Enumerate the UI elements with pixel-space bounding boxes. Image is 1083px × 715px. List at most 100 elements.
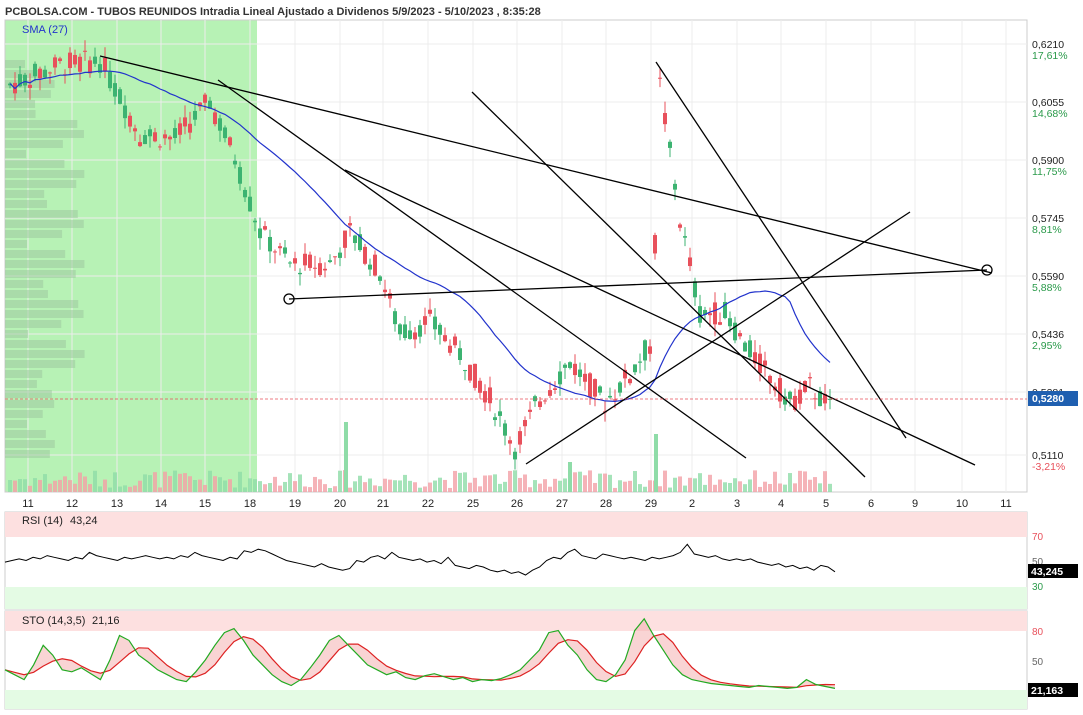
x-tick-label: 18 <box>244 498 256 510</box>
volume-bar <box>393 480 397 492</box>
volume-bar <box>233 487 237 492</box>
volume-bar <box>648 480 652 492</box>
candle-body <box>203 94 207 103</box>
candle-body <box>573 363 577 376</box>
volume-bar <box>358 475 362 492</box>
volume-bar <box>493 474 497 492</box>
candle-body <box>608 395 612 398</box>
candle-body <box>333 256 337 258</box>
volume-bar <box>553 478 557 492</box>
volume-profile-bar <box>5 220 84 228</box>
candle-body <box>663 113 667 125</box>
candle-body <box>678 224 682 228</box>
volume-bar <box>38 479 42 492</box>
volume-bar <box>658 486 662 492</box>
candle-body <box>33 63 37 77</box>
candle-body <box>158 146 162 148</box>
volume-bar <box>373 485 377 492</box>
volume-bar <box>88 484 92 492</box>
candle-body <box>288 262 292 264</box>
candle-body <box>208 100 212 109</box>
volume-profile-bar <box>5 150 27 158</box>
candle-body <box>368 264 372 270</box>
candle-body <box>673 183 677 190</box>
candle-body <box>398 324 402 335</box>
candle-body <box>293 258 297 264</box>
trend-line <box>471 91 866 478</box>
candle-body <box>128 115 132 127</box>
volume-profile-bar <box>5 210 78 218</box>
volume-profile-bar <box>5 250 66 258</box>
candle-body <box>418 325 422 337</box>
volume-bar <box>633 470 637 492</box>
candle-body <box>563 364 567 368</box>
candle-body <box>693 281 697 298</box>
trend-line <box>344 169 976 466</box>
trend-line-handle <box>981 264 993 276</box>
candle-body <box>383 289 387 293</box>
volume-bar <box>533 480 537 492</box>
volume-bar <box>758 486 762 492</box>
sto-value-badge <box>1028 683 1078 697</box>
candle-body <box>323 268 327 271</box>
volume-bar <box>623 481 627 492</box>
trend-line <box>217 79 747 459</box>
volume-profile-bar <box>5 440 55 448</box>
volume-bar <box>523 474 527 492</box>
volume-bar <box>818 483 822 492</box>
candle-body <box>363 246 367 264</box>
candle-body <box>433 316 437 330</box>
volume-bar <box>108 487 112 492</box>
volume-bar <box>783 484 787 492</box>
volume-bar <box>483 475 487 492</box>
volume-profile-bar <box>5 330 29 338</box>
volume-bar <box>143 474 147 492</box>
x-tick-label: 28 <box>600 498 612 510</box>
sto-title: STO (14,3,5) <box>22 615 85 627</box>
volume-bar <box>593 482 597 492</box>
candle-body <box>718 322 722 325</box>
volume-bar <box>73 483 77 492</box>
volume-bar <box>138 480 142 492</box>
volume-bar <box>608 474 612 492</box>
sto-overbought-zone <box>5 611 1027 631</box>
x-tick-label: 25 <box>467 498 479 510</box>
volume-bar <box>713 484 717 492</box>
sto-current-value: 21,16 <box>92 615 120 627</box>
volume-bar <box>383 478 387 492</box>
volume-bar <box>68 480 72 492</box>
volume-bar <box>723 482 727 492</box>
candle-body <box>448 345 452 353</box>
candle-body <box>803 381 807 392</box>
candle-body <box>643 340 647 361</box>
volume-bar <box>318 479 322 492</box>
candle-body <box>628 379 632 384</box>
candle-body <box>153 132 157 142</box>
candle-body <box>473 363 477 388</box>
volume-bar <box>598 473 602 492</box>
candle-body <box>38 68 42 79</box>
candle-body <box>88 60 92 74</box>
candle-body <box>163 134 167 139</box>
volume-bar <box>718 479 722 492</box>
volume-profile-bar <box>5 180 77 188</box>
candle-body <box>653 235 657 254</box>
volume-profile-bar <box>5 160 65 168</box>
candle-body <box>633 364 637 373</box>
candle-body <box>23 74 27 86</box>
volume-bar <box>708 474 712 492</box>
volume-bar <box>93 470 97 492</box>
candle-body <box>93 56 97 64</box>
volume-bar <box>198 479 202 492</box>
trend-line <box>288 269 988 300</box>
volume-bar <box>368 478 372 492</box>
volume-bar <box>683 485 687 492</box>
volume-bar <box>28 485 32 492</box>
volume-bar <box>243 487 247 492</box>
volume-bar <box>508 470 512 492</box>
candle-body <box>613 399 617 401</box>
candle-body <box>478 380 482 393</box>
volume-bar <box>103 479 107 492</box>
sto-level-50: 50 <box>1032 657 1044 668</box>
volume-bar <box>793 483 797 492</box>
